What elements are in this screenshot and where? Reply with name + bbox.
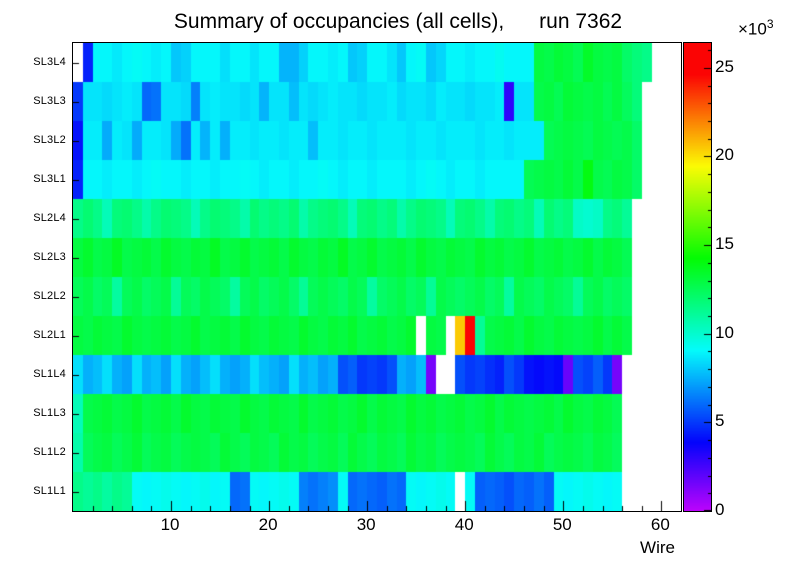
y-axis-label-sl3l4: SL3L4 <box>33 55 66 68</box>
exponent-sup: 3 <box>766 17 774 31</box>
heatmap-canvas <box>73 43 681 511</box>
y-axis-label-sl2l4: SL2L4 <box>33 211 66 224</box>
y-axis-label-sl1l1: SL1L1 <box>33 484 66 497</box>
y-axis-label-sl3l3: SL3L3 <box>33 94 66 107</box>
x-axis-title: Wire <box>640 538 675 557</box>
x-axis-tick-label-20: 20 <box>258 515 278 534</box>
exponent-prefix: ×10 <box>738 19 767 39</box>
x-axis-tick-label-60: 60 <box>650 515 670 534</box>
y-axis-label-sl3l1: SL3L1 <box>33 172 66 185</box>
colorbar-tick-label-0: 0 <box>715 500 725 519</box>
colorbar-canvas <box>684 43 711 511</box>
x-axis-tick-label-30: 30 <box>356 515 376 534</box>
y-axis-label-sl1l4: SL1L4 <box>33 367 66 380</box>
colorbar-frame <box>683 42 712 512</box>
colorbar-tick-label-25: 25 <box>715 56 734 76</box>
chart-title: Summary of occupancies (all cells), run … <box>173 10 623 33</box>
colorbar-tick-label-10: 10 <box>715 322 734 342</box>
colorbar-exponent-label: ×103 <box>738 17 774 40</box>
y-axis-label-sl3l2: SL3L2 <box>33 133 66 146</box>
x-axis-tick-label-50: 50 <box>552 515 572 534</box>
y-axis-label-sl2l1: SL2L1 <box>33 328 66 341</box>
colorbar-tick-label-5: 5 <box>715 411 725 431</box>
colorbar-tick-label-20: 20 <box>715 145 734 165</box>
x-axis-tick-label-40: 40 <box>454 515 474 534</box>
y-axis-label-sl1l3: SL1L3 <box>33 406 66 419</box>
y-axis-label-sl1l2: SL1L2 <box>33 445 66 458</box>
y-axis-label-sl2l3: SL2L3 <box>33 250 66 263</box>
plot-frame <box>72 42 682 512</box>
y-axis-label-sl2l2: SL2L2 <box>33 289 66 302</box>
x-axis-tick-label-10: 10 <box>160 515 180 534</box>
colorbar-tick-label-15: 15 <box>715 234 734 254</box>
